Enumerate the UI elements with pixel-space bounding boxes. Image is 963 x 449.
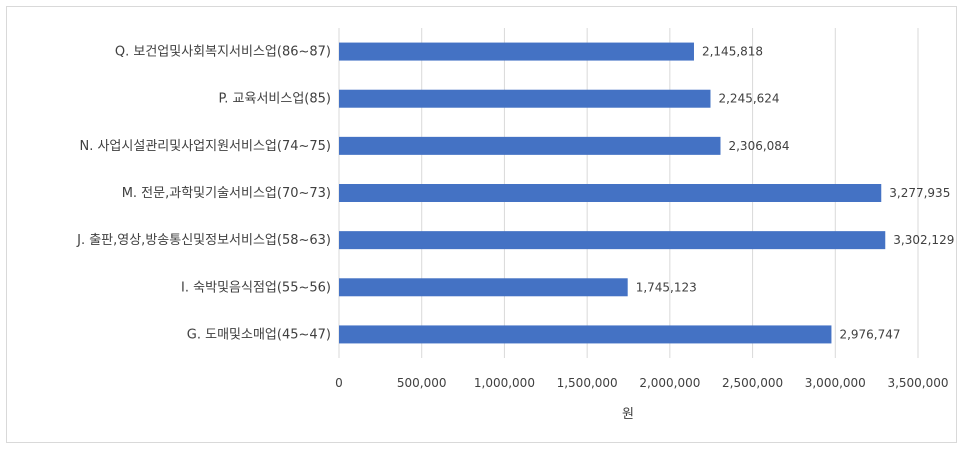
x-tick-label: 500,000 (397, 376, 447, 390)
bar (339, 278, 628, 297)
bar (339, 136, 721, 155)
value-labels: 2,145,818 2,245,624 2,306,084 3,277,935 3,30… (636, 45, 955, 342)
value-label: 2,245,624 (718, 92, 779, 106)
bar (339, 42, 694, 61)
category-label: G. 도매및소매업(45~47) (187, 327, 331, 342)
category-labels: Q. 보건업및사회복지서비스업(86~87) P. 교육서비스업(85) N. 사업… (76, 45, 331, 343)
category-label: Q. 보건업및사회복지서비스업(86~87) (115, 45, 331, 60)
category-label: N. 사업시설관리및사업지원서비스업(74~75) (79, 139, 331, 154)
x-tick-label: 2,500,000 (722, 376, 783, 390)
value-label: 2,976,747 (839, 327, 900, 341)
bars (339, 42, 886, 344)
value-label: 3,302,129 (893, 233, 954, 247)
value-label: 3,277,935 (889, 186, 950, 200)
category-label: M. 전문,과학및기술서비스업(70~73) (122, 186, 331, 201)
bar (339, 89, 711, 108)
x-tick-label: 2,000,000 (639, 376, 700, 390)
category-label: J. 출판,영상,방송통신및정보서비스업(58~63) (76, 233, 331, 248)
x-tick-label: 1,000,000 (474, 376, 535, 390)
bar (339, 184, 882, 202)
category-label: I. 숙박및음식점업(55~56) (181, 280, 331, 295)
x-tick-label: 0 (335, 376, 343, 390)
x-tick-label: 3,000,000 (805, 376, 866, 390)
bar (339, 325, 832, 344)
value-label: 2,306,084 (728, 139, 789, 153)
value-label: 1,745,123 (636, 280, 697, 294)
chart-frame (6, 6, 957, 443)
x-tick-label: 1,500,000 (557, 376, 618, 390)
x-axis-title: 원 (622, 407, 634, 422)
category-label: P. 교육서비스업(85) (218, 92, 331, 107)
value-label: 2,145,818 (702, 45, 763, 59)
x-tick-labels: 0 500,000 1,000,000 1,500,000 2,000,000 2,500… (335, 376, 948, 390)
x-tick-label: 3,500,000 (887, 376, 948, 390)
bar (339, 231, 886, 250)
